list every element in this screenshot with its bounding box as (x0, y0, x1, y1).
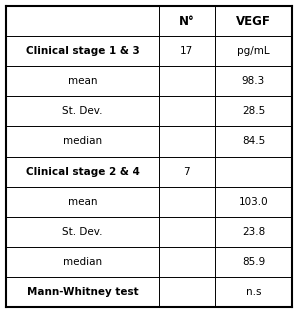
Text: pg/mL: pg/mL (237, 46, 270, 56)
Text: 98.3: 98.3 (242, 76, 265, 86)
Text: 23.8: 23.8 (242, 227, 265, 237)
Text: 7: 7 (184, 167, 190, 177)
Text: 17: 17 (180, 46, 193, 56)
Text: median: median (63, 257, 102, 267)
Text: 84.5: 84.5 (242, 136, 265, 146)
Text: n.s: n.s (246, 287, 261, 297)
Text: mean: mean (68, 76, 97, 86)
Text: 103.0: 103.0 (239, 197, 268, 207)
Text: 28.5: 28.5 (242, 106, 265, 116)
Text: St. Dev.: St. Dev. (62, 106, 103, 116)
Text: Clinical stage 1 & 3: Clinical stage 1 & 3 (26, 46, 139, 56)
Text: St. Dev.: St. Dev. (62, 227, 103, 237)
Text: mean: mean (68, 197, 97, 207)
Text: VEGF: VEGF (236, 15, 271, 28)
Text: Mann-Whitney test: Mann-Whitney test (27, 287, 138, 297)
Text: N°: N° (179, 15, 195, 28)
Text: 85.9: 85.9 (242, 257, 265, 267)
Text: Clinical stage 2 & 4: Clinical stage 2 & 4 (26, 167, 139, 177)
Text: median: median (63, 136, 102, 146)
